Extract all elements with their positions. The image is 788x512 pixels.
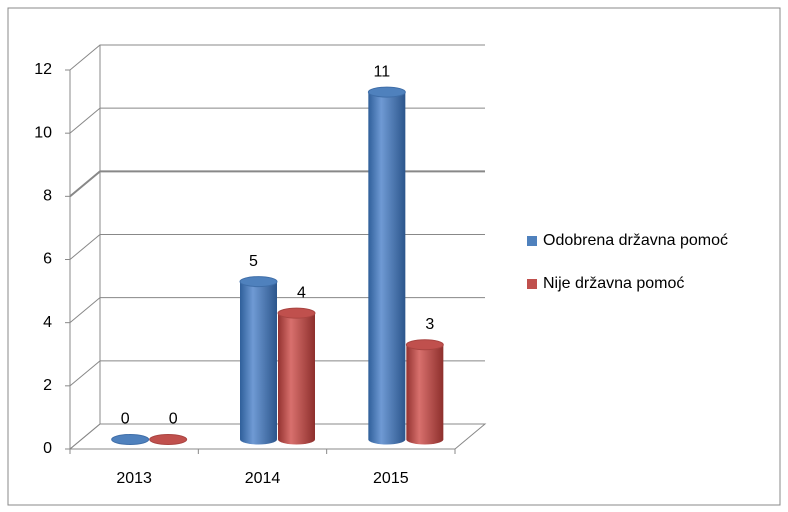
y-tick-label: 10 — [34, 124, 52, 141]
x-tick-label: 2015 — [373, 470, 409, 487]
grid-line — [69, 170, 485, 198]
data-label: 4 — [297, 284, 306, 301]
grid-line — [69, 44, 485, 71]
legend-swatch — [527, 236, 537, 246]
grid-line — [69, 234, 485, 260]
grid-line — [69, 423, 485, 450]
bar — [240, 281, 277, 440]
y-tick-label: 8 — [43, 188, 52, 205]
y-tick-label: 4 — [43, 314, 52, 331]
data-label: 11 — [374, 63, 391, 80]
bar — [278, 313, 315, 440]
bar-top — [149, 434, 188, 445]
legend-label: Odobrena državna pomoć — [543, 232, 728, 249]
x-tick-label: 2014 — [245, 470, 281, 487]
bar — [406, 344, 444, 440]
legend-label: Nije državna pomoć — [543, 275, 684, 292]
grid-line — [69, 360, 485, 387]
grid-line — [69, 107, 485, 134]
grid-line — [69, 297, 485, 324]
y-tick-label: 6 — [43, 251, 52, 268]
bar-top — [277, 307, 316, 319]
data-label: 5 — [249, 253, 258, 270]
legend-swatch — [527, 279, 537, 289]
y-tick-label: 12 — [34, 61, 52, 78]
bar — [368, 92, 406, 440]
data-label: 0 — [169, 411, 178, 428]
bar-top — [367, 86, 406, 98]
data-label: 0 — [121, 411, 130, 428]
bar-top — [405, 339, 444, 351]
x-tick-label: 2013 — [116, 470, 152, 487]
y-tick-label: 0 — [43, 440, 52, 457]
bar-top — [239, 276, 278, 288]
y-tick-label: 2 — [43, 377, 52, 394]
data-label: 3 — [425, 316, 434, 333]
bar-top — [111, 434, 150, 445]
